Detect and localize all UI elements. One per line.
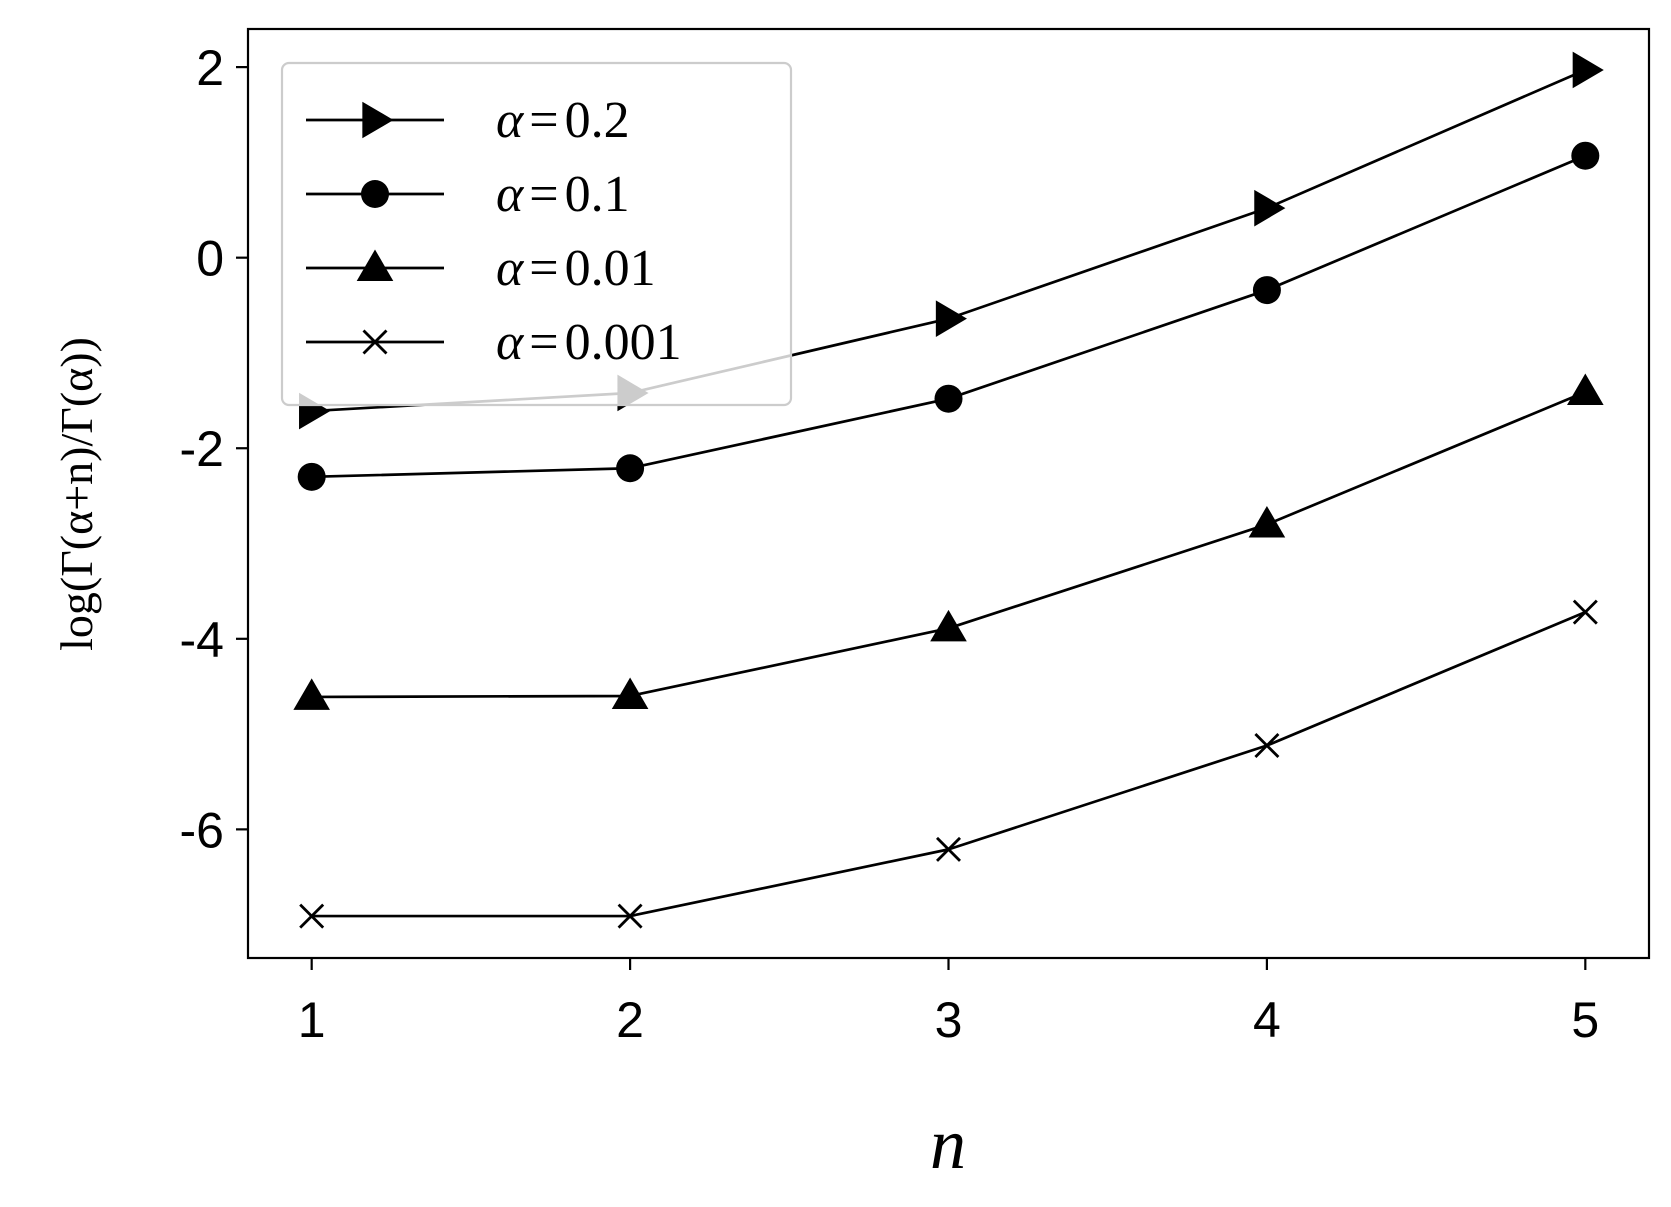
series-alpha-0-001 bbox=[299, 599, 1598, 929]
series-alpha-0-1 bbox=[297, 141, 1600, 491]
series-line-alpha-0-01 bbox=[311, 390, 1586, 699]
y-tick-label: 0 bbox=[196, 231, 224, 287]
legend-marker bbox=[362, 101, 394, 139]
data-point-alpha-0-01-n3 bbox=[930, 609, 967, 642]
legend-label: α = 0.001 bbox=[496, 314, 682, 371]
data-point-alpha-0-1-n4 bbox=[1252, 276, 1281, 305]
data-point-alpha-0-2-n4 bbox=[1254, 189, 1286, 227]
legend-marker bbox=[361, 180, 389, 208]
legend-marker bbox=[356, 249, 394, 281]
plot-data-layer bbox=[293, 51, 1604, 929]
legend-label: α = 0.2 bbox=[496, 92, 630, 149]
data-point-alpha-0-1-n3 bbox=[934, 384, 963, 413]
y-tick-label: -6 bbox=[180, 802, 224, 858]
legend-item-alpha-0-1: α = 0.1 bbox=[306, 166, 630, 223]
y-axis-label: log(Γ(α+n)/Γ(α)) bbox=[51, 337, 102, 651]
x-tick-label: 4 bbox=[1253, 992, 1281, 1048]
data-point-alpha-0-001-n5 bbox=[1572, 599, 1598, 625]
data-point-alpha-0-2-n3 bbox=[935, 300, 967, 337]
y-tick-label: 2 bbox=[196, 40, 224, 96]
legend-item-alpha-0-2: α = 0.2 bbox=[306, 92, 630, 149]
x-tick-label: 2 bbox=[616, 992, 644, 1048]
data-point-alpha-0-001-n2 bbox=[617, 903, 643, 929]
x-marker-stroke bbox=[1572, 599, 1598, 625]
legend-item-alpha-0-01: α = 0.01 bbox=[306, 240, 656, 297]
x-tick-label: 3 bbox=[935, 992, 963, 1048]
legend-frame bbox=[280, 61, 793, 407]
data-point-alpha-0-01-n4 bbox=[1248, 505, 1286, 538]
x-axis-label: n bbox=[930, 1104, 966, 1184]
legend-marker bbox=[362, 329, 388, 355]
data-point-alpha-0-01-n5 bbox=[1567, 373, 1604, 406]
x-marker-stroke bbox=[1254, 733, 1280, 759]
x-marker-stroke bbox=[299, 903, 325, 929]
series-line-alpha-0-001 bbox=[311, 610, 1586, 918]
data-point-alpha-0-001-n3 bbox=[936, 836, 961, 862]
x-tick-label: 1 bbox=[298, 992, 326, 1048]
x-marker-stroke bbox=[936, 836, 961, 862]
data-point-alpha-0-01-n1 bbox=[293, 678, 330, 710]
data-point-alpha-0-001-n4 bbox=[1254, 733, 1280, 759]
data-point-alpha-0-01-n2 bbox=[611, 677, 649, 709]
legend-label: α = 0.01 bbox=[496, 240, 656, 297]
series-alpha-0-01 bbox=[293, 373, 1604, 710]
y-tick-label: -4 bbox=[180, 612, 224, 668]
legend: α = 0.2 α = 0.1 α = 0.01 α = 0.001 bbox=[280, 61, 793, 407]
data-point-alpha-0-2-n5 bbox=[1572, 51, 1604, 89]
x-tick-label: 5 bbox=[1571, 992, 1599, 1048]
x-axis-ticks: 1 2 3 4 5 bbox=[298, 958, 1599, 1048]
y-tick-label: -2 bbox=[180, 421, 224, 477]
legend-label: α = 0.1 bbox=[496, 166, 630, 223]
data-point-alpha-0-001-n1 bbox=[299, 903, 325, 929]
data-point-alpha-0-1-n2 bbox=[616, 454, 645, 483]
x-marker-stroke bbox=[362, 329, 388, 355]
legend-item-alpha-0-001: α = 0.001 bbox=[306, 314, 682, 371]
data-point-alpha-0-1-n5 bbox=[1571, 141, 1600, 170]
x-marker-stroke bbox=[617, 903, 643, 929]
y-axis-ticks: 2 0 -2 -4 -6 bbox=[180, 40, 248, 858]
data-point-alpha-0-1-n1 bbox=[297, 462, 326, 491]
